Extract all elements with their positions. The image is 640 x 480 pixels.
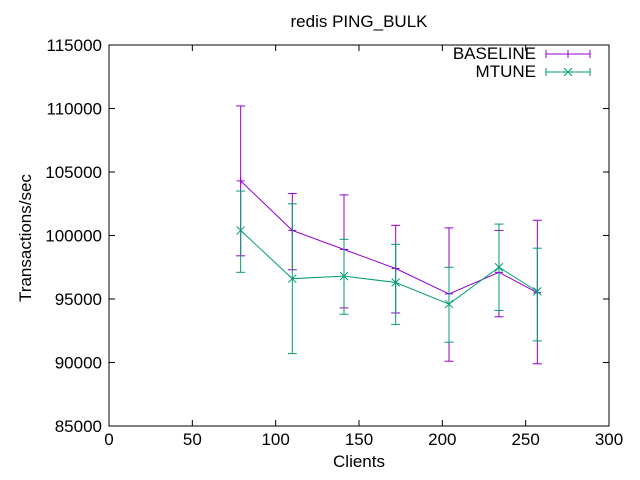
- x-tick-label: 300: [595, 430, 623, 449]
- legend: BASELINE MTUNE: [453, 45, 592, 81]
- x-tick-label: 150: [345, 430, 373, 449]
- legend-item-mtune: MTUNE: [453, 63, 592, 81]
- y-tick-label: 90000: [55, 354, 102, 373]
- x-tick-label: 0: [104, 430, 113, 449]
- x-tick-label: 200: [428, 430, 456, 449]
- legend-label-mtune: MTUNE: [475, 62, 536, 81]
- y-axis-label: Transactions/sec: [16, 174, 35, 302]
- chart-title: redis PING_BULK: [290, 12, 428, 31]
- y-tick-label: 115000: [47, 36, 102, 55]
- legend-label-baseline: BASELINE: [452, 44, 536, 63]
- series-mtune: [236, 190, 542, 355]
- y-tick-label: 100000: [45, 227, 102, 246]
- y-tick-label: 95000: [55, 290, 102, 309]
- y-tick-label: 110000: [47, 100, 102, 119]
- legend-sample-baseline-errorbar-icon: [545, 50, 591, 58]
- y-tick-label: 105000: [45, 163, 102, 182]
- series-line-mtune: [240, 230, 538, 305]
- y-tick-label: 85000: [55, 417, 102, 436]
- x-tick-label: 100: [261, 430, 289, 449]
- legend-sample-mtune-errorbar-icon: [545, 67, 591, 77]
- series-line-baseline: [240, 180, 538, 295]
- series-baseline: [236, 105, 542, 365]
- x-axis-label: Clients: [333, 452, 385, 471]
- x-tick-label: 250: [511, 430, 539, 449]
- x-tick-label: 50: [183, 430, 202, 449]
- plot-border: [108, 44, 610, 427]
- legend-item-baseline: BASELINE: [453, 45, 592, 63]
